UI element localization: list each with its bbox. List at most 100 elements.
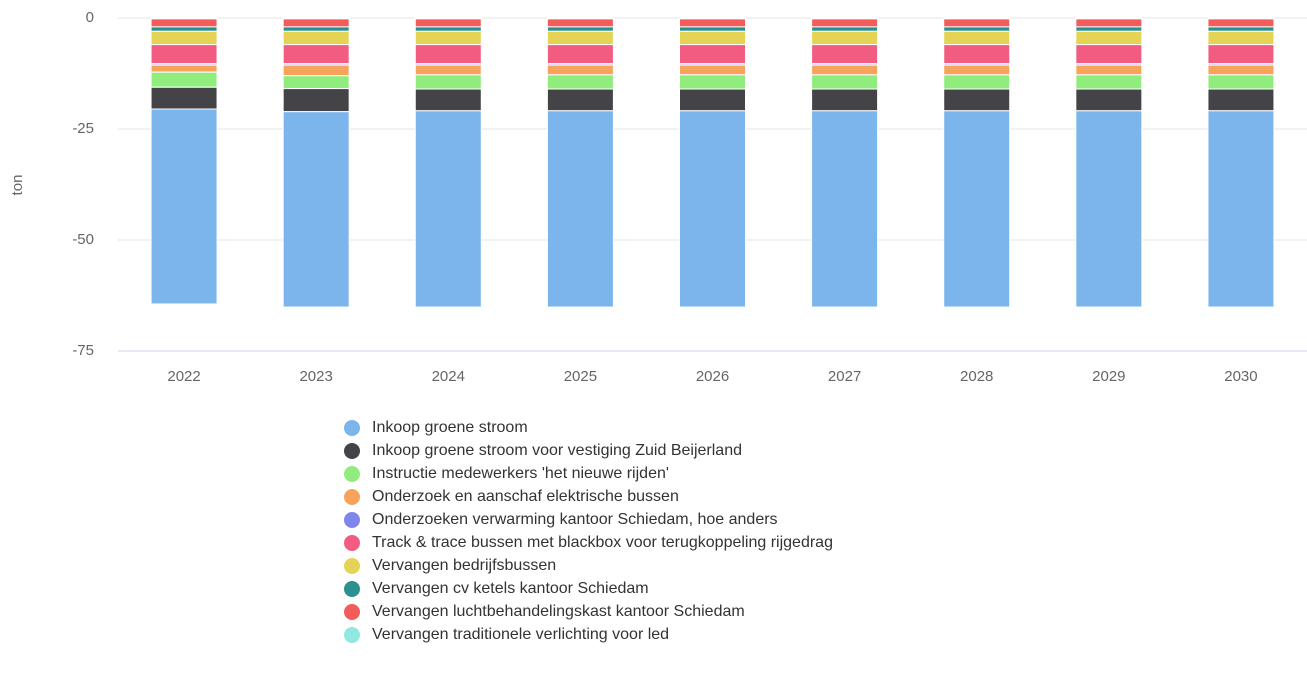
bar-segment: [943, 110, 1011, 308]
legend-label: Vervangen traditionele verlichting voor …: [372, 626, 669, 643]
legend-label: Vervangen cv ketels kantoor Schiedam: [372, 580, 649, 597]
bar-segment: [150, 18, 218, 28]
bar-segment: [679, 26, 746, 32]
bar-segment: [1075, 26, 1143, 32]
bar-segment: [811, 44, 879, 65]
bar-segment: [679, 30, 746, 46]
bar-segment: [811, 88, 879, 112]
bar-segment: [1207, 18, 1275, 28]
bar-segment: [679, 64, 746, 76]
bar-segment: [546, 74, 614, 90]
x-tick-label: 2030: [1224, 368, 1257, 385]
bar-segment: [282, 64, 350, 77]
bar-segment: [414, 110, 482, 308]
bar-segment: [414, 18, 482, 28]
y-tick-label: -50: [72, 231, 94, 248]
bar-segment: [1207, 26, 1275, 32]
bar-segment: [546, 88, 614, 112]
bar-segment: [282, 75, 350, 90]
bar-segment: [150, 64, 218, 73]
bar-segment: [546, 26, 614, 32]
bar-segment: [150, 26, 218, 32]
bar-segment: [546, 44, 614, 65]
bar-segment: [414, 64, 482, 76]
bar-segment: [1075, 74, 1143, 90]
bar-segment: [1207, 44, 1275, 65]
legend-label: Inkoop groene stroom: [372, 419, 528, 436]
bar-segment: [150, 108, 218, 305]
y-tick-label: -75: [72, 342, 94, 359]
bar-segment: [811, 18, 879, 28]
x-tick-label: 2028: [960, 368, 993, 385]
bar-segment: [943, 18, 1011, 28]
bar-segment: [414, 88, 482, 112]
bar-segment: [282, 111, 350, 308]
bar-segment: [811, 30, 879, 46]
bar-segment: [282, 30, 350, 46]
y-tick-label: 0: [86, 9, 94, 26]
bar-segment: [282, 88, 350, 113]
legend-symbol: [344, 443, 360, 459]
bar-segment: [811, 74, 879, 90]
x-tick-label: 2026: [696, 368, 729, 385]
bar-segment: [1207, 110, 1275, 308]
bar-segment: [943, 74, 1011, 90]
legend-label: Onderzoek en aanschaf elektrische bussen: [372, 488, 679, 505]
bar-segment: [1075, 18, 1143, 28]
legend-label: Instructie medewerkers 'het nieuwe rijde…: [372, 465, 669, 482]
legend-symbol: [344, 512, 360, 528]
legend-symbol: [344, 581, 360, 597]
legend-symbol: [344, 627, 360, 643]
x-tick-label: 2022: [167, 368, 200, 385]
bar-segment: [1207, 64, 1275, 76]
x-tick-label: 2023: [299, 368, 332, 385]
bar-segment: [943, 26, 1011, 32]
bar-segment: [1207, 30, 1275, 46]
bar-segment: [943, 64, 1011, 76]
bar-segment: [150, 44, 218, 65]
legend-symbol: [344, 489, 360, 505]
x-tick-label: 2029: [1092, 368, 1125, 385]
x-tick-label: 2024: [432, 368, 465, 385]
bar-segment: [811, 110, 879, 308]
bar-segment: [282, 26, 350, 32]
bar-segment: [811, 26, 879, 32]
bar-segment: [1075, 88, 1143, 112]
bar-segment: [679, 88, 746, 112]
bar-segment: [150, 71, 218, 88]
legend-label: Vervangen bedrijfsbussen: [372, 557, 556, 574]
bar-segment: [546, 64, 614, 76]
bar-segment: [811, 64, 879, 76]
bar-segment: [414, 44, 482, 65]
bar-segment: [546, 18, 614, 28]
bar-segment: [546, 110, 614, 308]
bar-segment: [414, 26, 482, 32]
bar-segment: [679, 18, 746, 28]
x-tick-label: 2027: [828, 368, 861, 385]
y-tick-label: -25: [72, 120, 94, 137]
legend-symbol: [344, 420, 360, 436]
x-tick-label: 2025: [564, 368, 597, 385]
legend-label: Onderzoeken verwarming kantoor Schiedam,…: [372, 511, 778, 528]
bar-segment: [943, 88, 1011, 112]
bar-segment: [1075, 30, 1143, 46]
bar-segment: [943, 44, 1011, 65]
bar-segment: [1075, 44, 1143, 65]
bar-segment: [943, 30, 1011, 46]
legend-symbol: [344, 535, 360, 551]
bar-segment: [150, 30, 218, 46]
bar-segment: [679, 110, 746, 308]
bar-segment: [546, 30, 614, 46]
bar-segment: [679, 74, 746, 90]
bar-segment: [1075, 64, 1143, 76]
bar-segment: [150, 86, 218, 110]
legend-label: Track & trace bussen met blackbox voor t…: [372, 534, 833, 551]
bar-segment: [1075, 110, 1143, 308]
legend-symbol: [344, 466, 360, 482]
bar-segment: [414, 74, 482, 90]
legend-label: Vervangen luchtbehandelingskast kantoor …: [372, 603, 745, 620]
bar-segment: [282, 18, 350, 28]
legend-symbol: [344, 558, 360, 574]
legend-symbol: [344, 604, 360, 620]
